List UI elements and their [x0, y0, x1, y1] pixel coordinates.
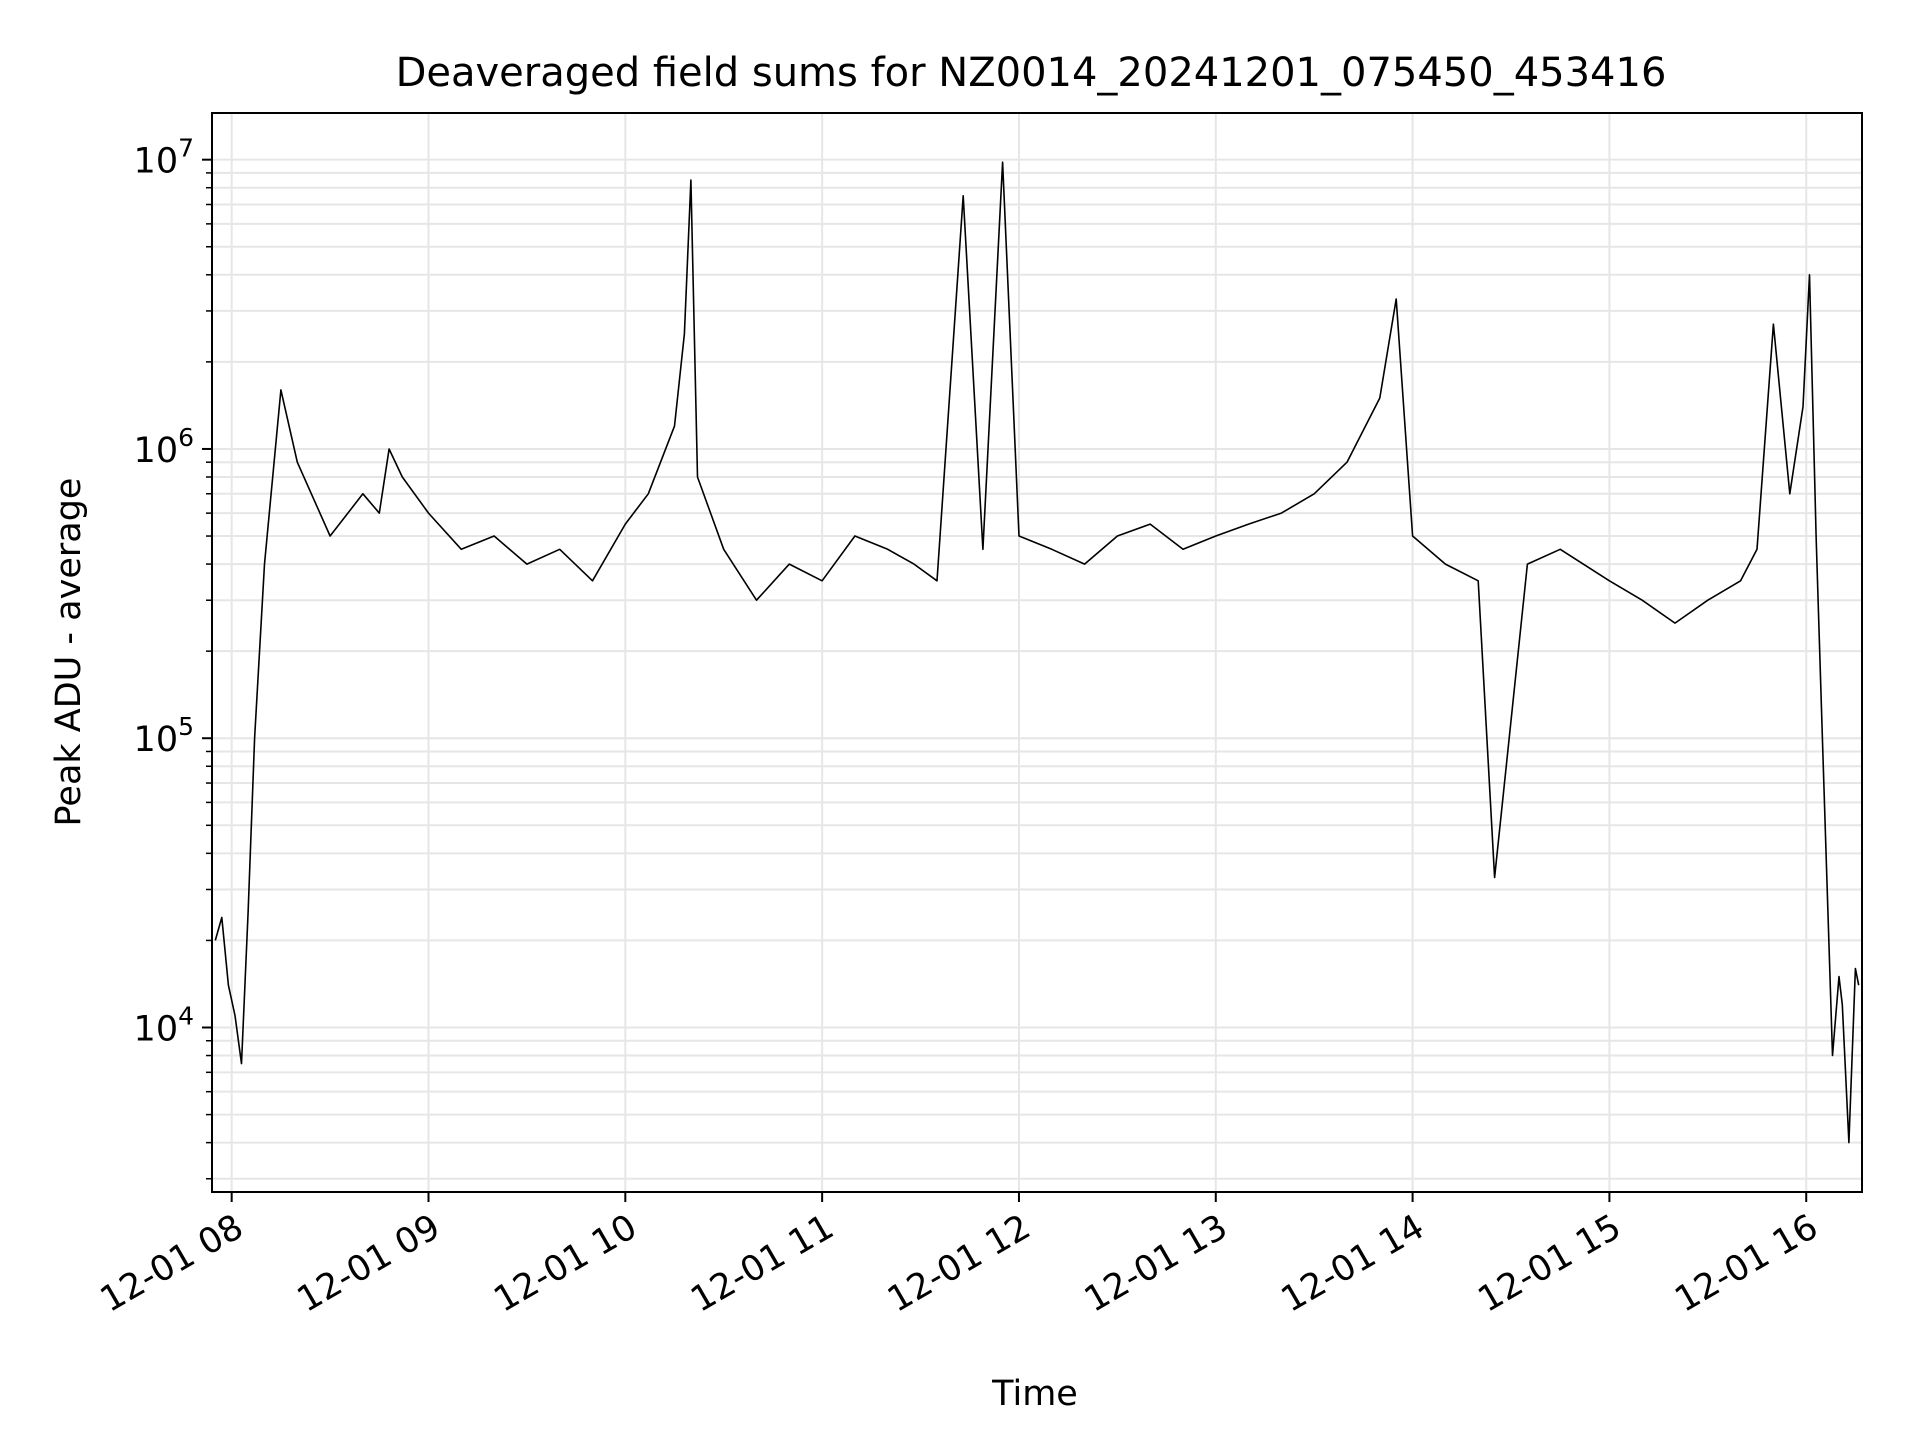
grid [212, 113, 1862, 1192]
series-line [214, 161, 1860, 1144]
x-axis-label: Time [991, 1374, 1078, 1414]
y-tick-label: 106 [134, 423, 194, 471]
y-tick-label: 104 [134, 1002, 194, 1050]
y-axis-label: Peak ADU - average [49, 478, 89, 827]
y-tick-label: 105 [134, 712, 194, 760]
plot-frame [211, 112, 1863, 1193]
chart-title: Deaveraged field sums for NZ0014_2024120… [396, 50, 1667, 96]
series-group [214, 161, 1860, 1144]
y-tick-label: 107 [134, 134, 194, 182]
y-axis: 104 105 106 107 [134, 134, 212, 1180]
